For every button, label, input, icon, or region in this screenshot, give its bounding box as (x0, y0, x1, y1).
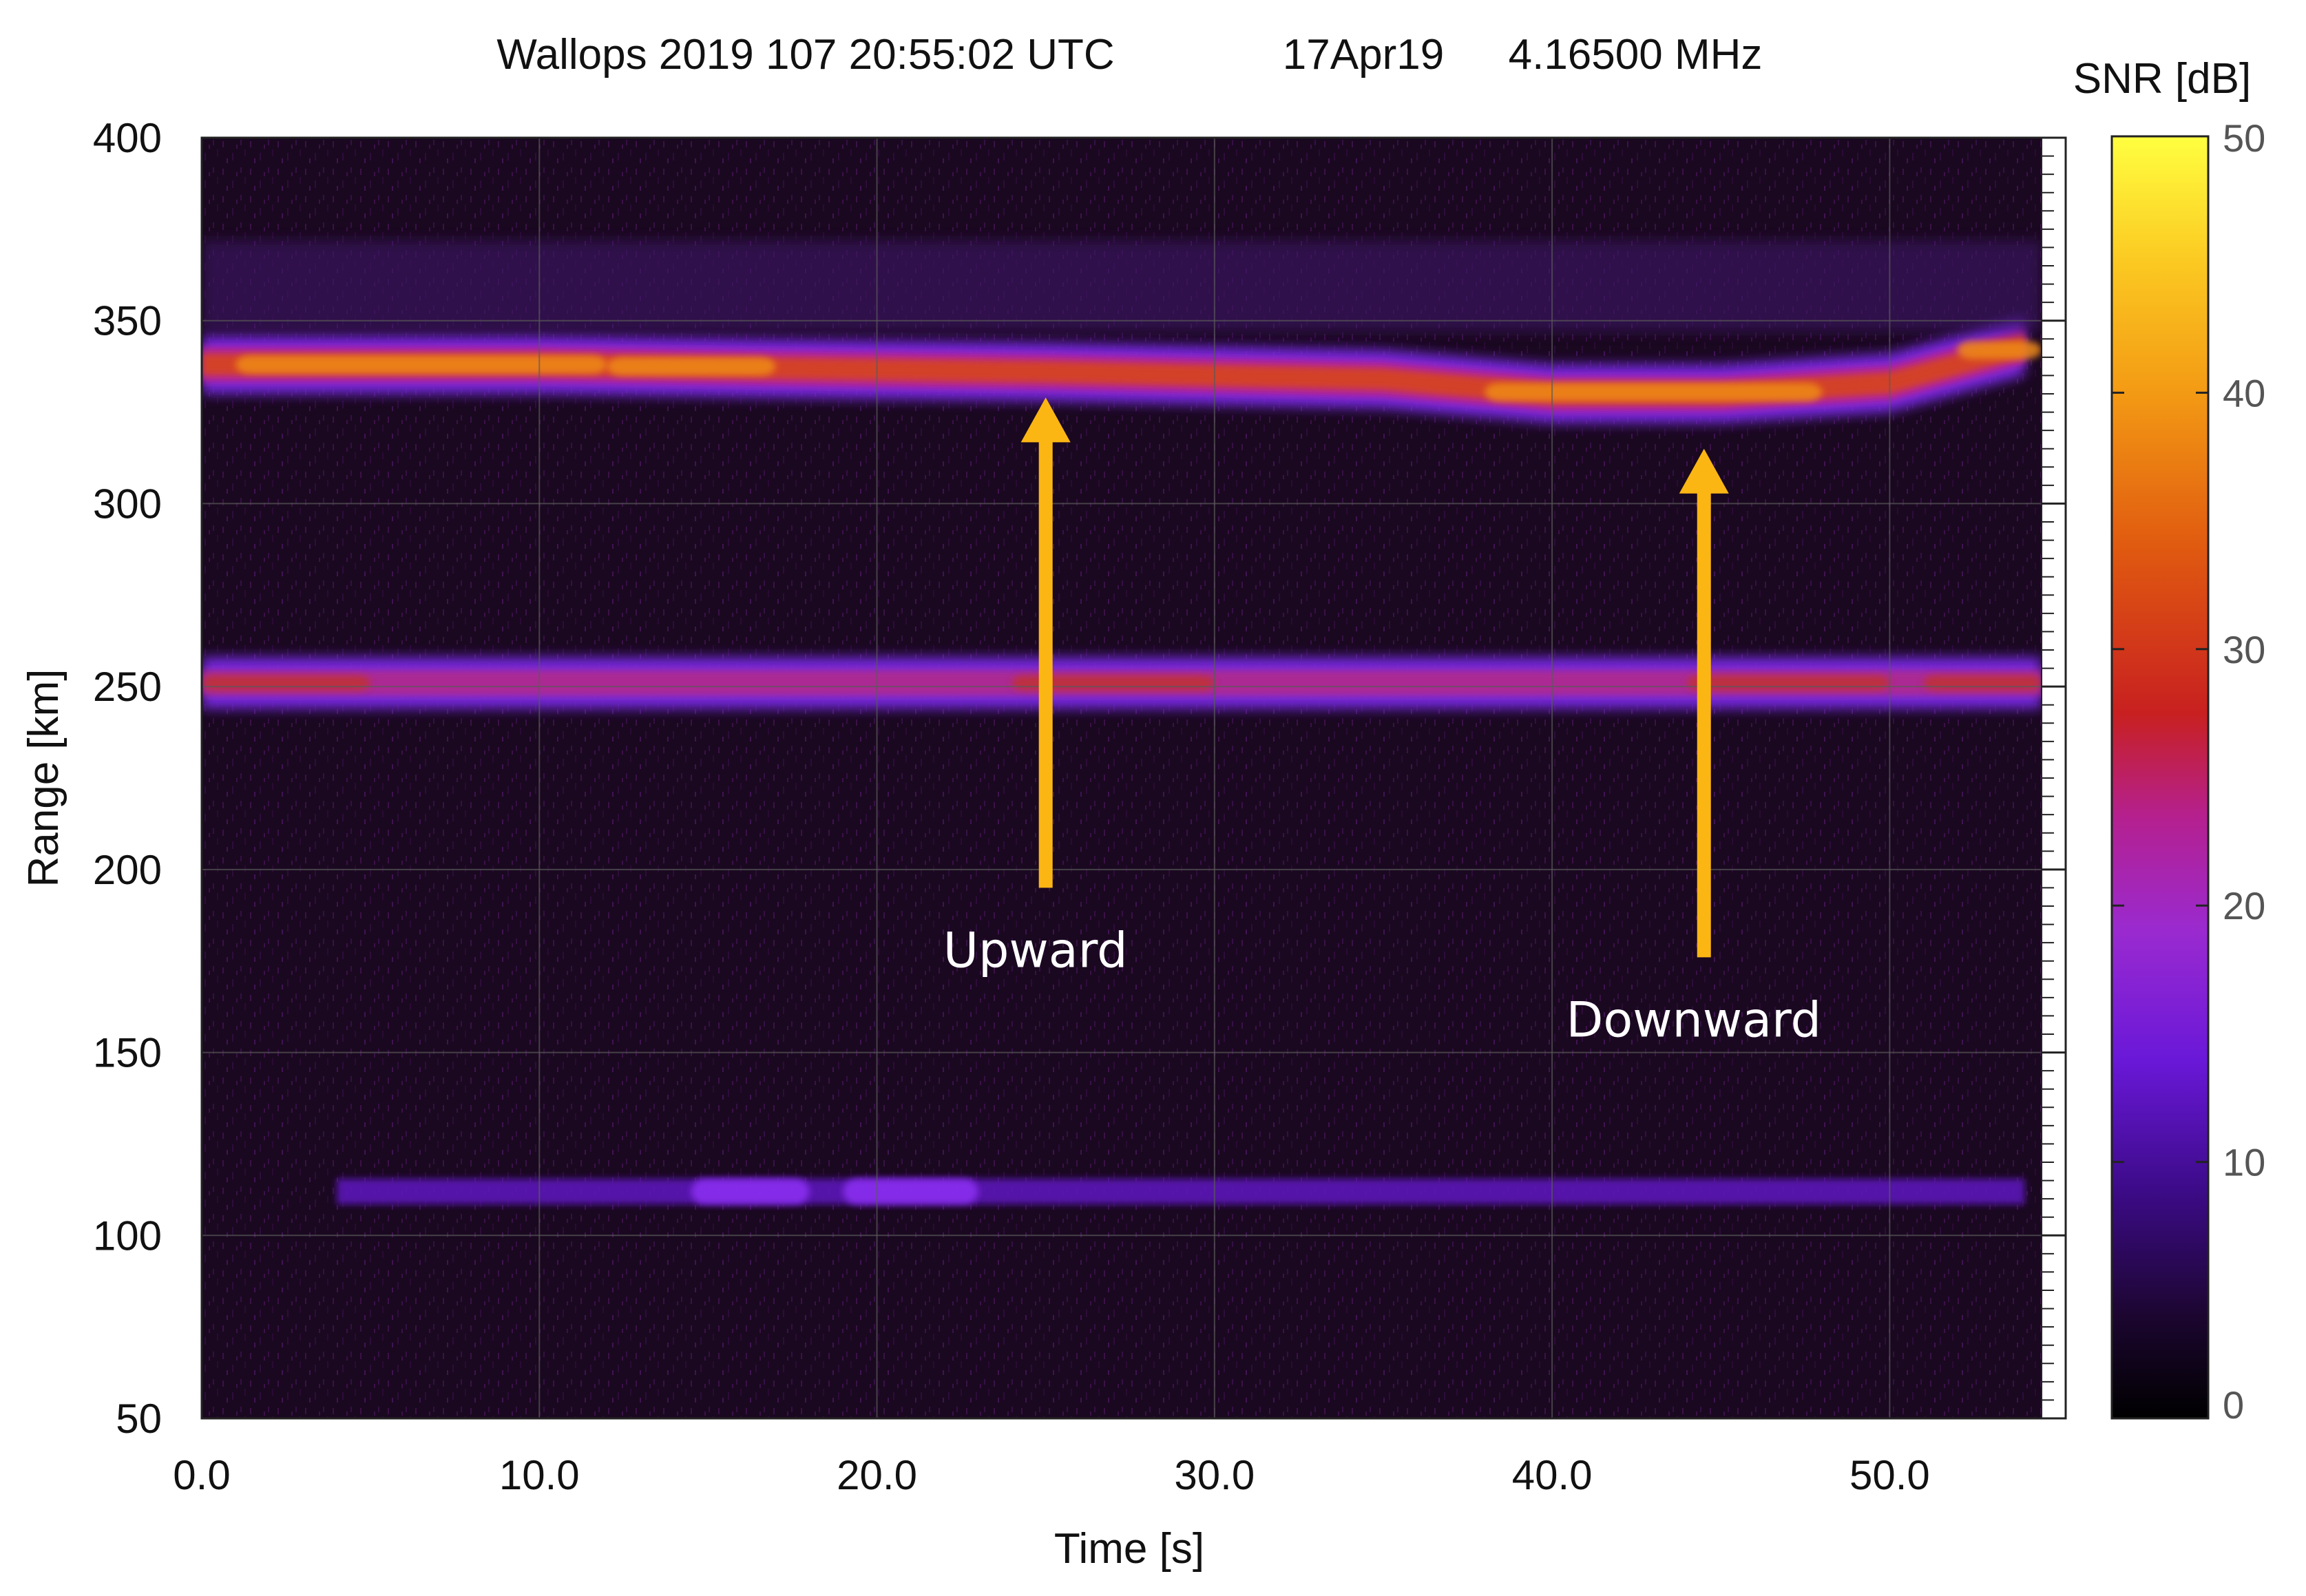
colorbar (2110, 135, 2210, 1420)
chart-frequency: 4.16500 MHz (1509, 31, 1763, 78)
chart-title: Wallops 2019 107 20:55:02 UTC (496, 31, 1114, 78)
lower-echo-bright (691, 1178, 810, 1205)
y-tick-label: 50 (116, 1396, 162, 1442)
x-tick-label: 10.0 (499, 1452, 580, 1498)
y-tick-label: 250 (93, 664, 162, 710)
middle-echo-hot (1687, 675, 1890, 691)
annotations: Upward Downward (943, 397, 1821, 1048)
colorbar-ticks: 0 10 20 30 40 50 (2112, 116, 2265, 1427)
upper-echo-hot (1957, 340, 2042, 359)
y-tick-labels: 50 100 150 200 250 300 350 400 (93, 115, 162, 1442)
upper-echo-hot (1485, 383, 1823, 401)
y-tick-label: 400 (93, 115, 162, 161)
colorbar-tick-label: 0 (2223, 1383, 2244, 1427)
annotation-label: Downward (1566, 991, 1821, 1048)
x-tick-label: 20.0 (837, 1452, 917, 1498)
annotation-label: Upward (943, 922, 1128, 978)
colorbar-tick-label: 50 (2223, 116, 2265, 160)
upper-echo-hot (607, 357, 776, 376)
y-tick-label: 150 (93, 1030, 162, 1076)
colorbar-label: SNR [dB] (2073, 55, 2251, 103)
upper-echo-hot (235, 355, 607, 374)
y-tick-label: 300 (93, 481, 162, 527)
y-tick-label: 350 (93, 298, 162, 344)
range-tick-strip (2041, 136, 2066, 1420)
colorbar-tick-label: 10 (2223, 1141, 2265, 1184)
middle-echo-hot (202, 675, 371, 691)
x-tick-labels: 0.0 10.0 20.0 30.0 40.0 50.0 (173, 1452, 1929, 1498)
x-tick-label: 50.0 (1849, 1452, 1930, 1498)
x-tick-label: 0.0 (173, 1452, 230, 1498)
lower-echo-bright (843, 1178, 978, 1205)
x-tick-label: 30.0 (1174, 1452, 1255, 1498)
annotation-arrow-head (1679, 448, 1729, 494)
x-tick-label: 40.0 (1512, 1452, 1593, 1498)
lower-echo (337, 1178, 2025, 1205)
plot-frame (200, 136, 2067, 1420)
y-tick-label: 100 (93, 1212, 162, 1259)
colorbar-tick-label: 20 (2223, 884, 2265, 927)
colorbar-tick-label: 40 (2223, 371, 2265, 414)
colorbar-tick-label: 30 (2223, 628, 2265, 671)
annotation-arrow-head (1020, 397, 1071, 443)
y-axis-label: Range [km] (20, 669, 67, 887)
upper-echo-spread (202, 240, 2042, 332)
y-tick-label: 200 (93, 847, 162, 893)
middle-echo-hot (1923, 675, 2042, 691)
grid-lines (202, 138, 2042, 1418)
x-axis-label: Time [s] (1054, 1525, 1204, 1573)
chart-date: 17Apr19 (1283, 31, 1444, 78)
